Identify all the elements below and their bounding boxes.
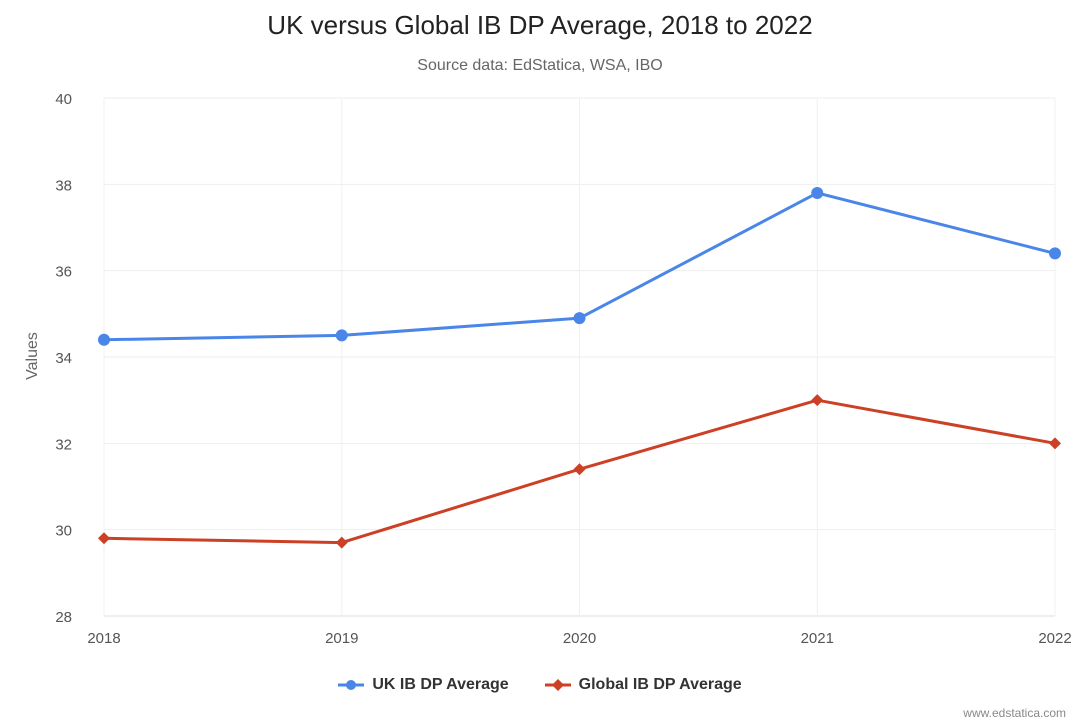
legend-label-uk: UK IB DP Average (372, 676, 509, 693)
x-tick-label: 2019 (325, 630, 358, 647)
data-point[interactable] (1049, 437, 1061, 450)
chart-subtitle: Source data: EdStatica, WSA, IBO (417, 57, 663, 74)
data-point[interactable] (1049, 247, 1061, 260)
legend-item-global[interactable]: Global IB DP Average (544, 676, 742, 694)
y-tick-label: 32 (55, 436, 72, 453)
y-tick-label: 40 (55, 91, 72, 108)
y-tick-label: 28 (55, 609, 72, 626)
data-point[interactable] (573, 312, 586, 325)
x-tick-label: 2022 (1038, 630, 1071, 647)
legend: UK IB DP Average Global IB DP Average (0, 676, 1080, 694)
legend-circle-icon (338, 680, 365, 690)
legend-label-global: Global IB DP Average (578, 676, 742, 693)
data-point[interactable] (811, 394, 824, 407)
chart-title: UK versus Global IB DP Average, 2018 to … (267, 10, 813, 40)
data-point[interactable] (573, 463, 586, 476)
y-axis-ticks: 28 30 32 34 36 38 40 (55, 91, 72, 626)
y-tick-label: 36 (55, 264, 72, 281)
legend-diamond-icon (544, 679, 571, 691)
x-tick-label: 2018 (87, 630, 120, 647)
watermark: www.edstatica.com (963, 706, 1066, 720)
legend-item-uk[interactable]: UK IB DP Average (338, 676, 509, 694)
x-tick-label: 2020 (563, 630, 596, 647)
data-point[interactable] (335, 536, 348, 549)
y-tick-label: 34 (55, 350, 72, 367)
y-axis-title: Values (24, 332, 41, 380)
data-point[interactable] (98, 333, 110, 346)
data-point[interactable] (811, 186, 824, 199)
grid (103, 97, 1056, 617)
data-point[interactable] (98, 532, 110, 545)
x-axis-ticks: 2018 2019 2020 2021 2022 (87, 630, 1071, 647)
x-tick-label: 2021 (801, 630, 834, 647)
data-point[interactable] (335, 329, 348, 342)
y-tick-label: 30 (55, 523, 72, 540)
y-tick-label: 38 (55, 177, 72, 194)
series-markers (98, 186, 1061, 549)
